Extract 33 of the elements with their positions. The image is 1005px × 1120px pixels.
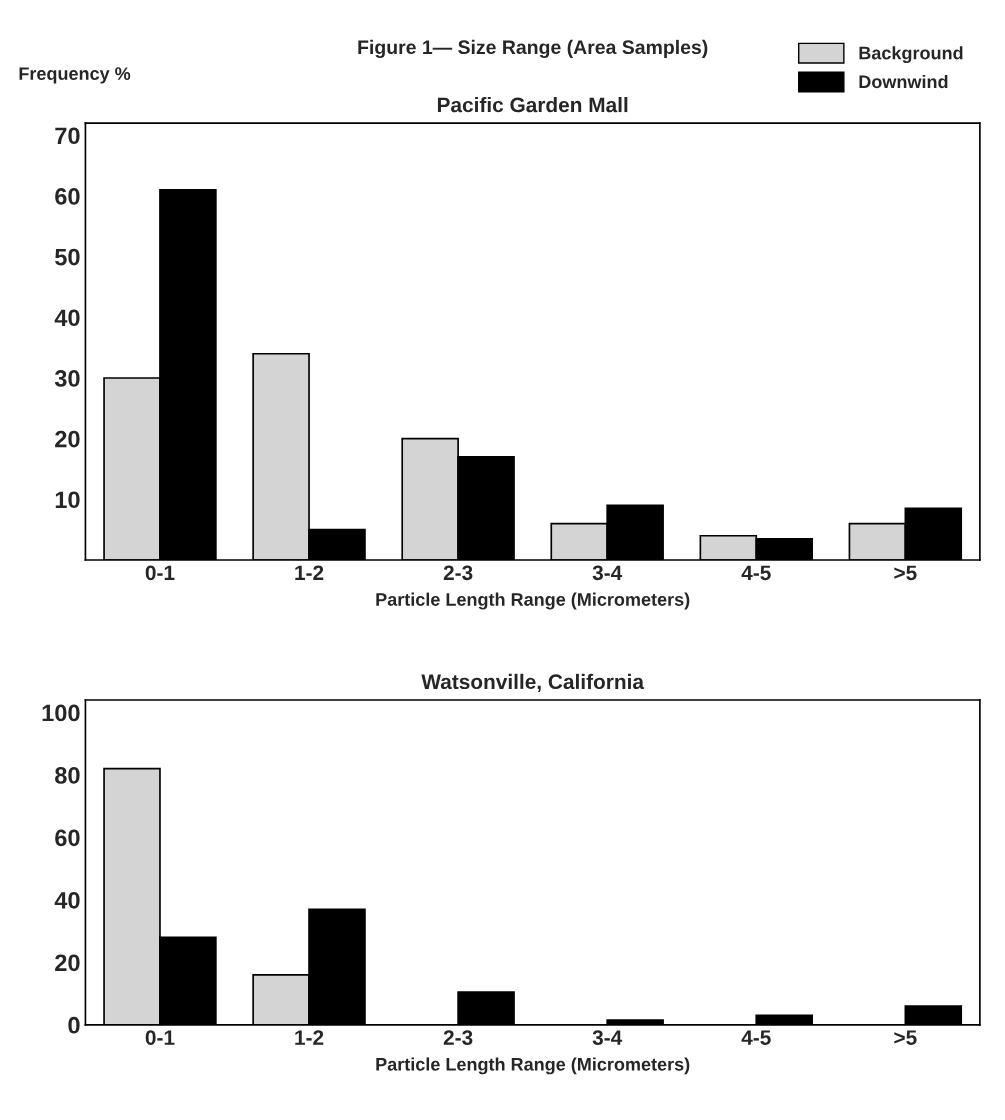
y-tick-label: 100 bbox=[42, 704, 80, 722]
y-tick-label: 20 bbox=[55, 954, 80, 972]
x-tick-label: 1-2 bbox=[295, 565, 324, 580]
y-tick-label: 60 bbox=[55, 829, 80, 847]
x-tick-label: >5 bbox=[894, 565, 917, 581]
caption: Figure 1— Size Range (Area Samples) bbox=[358, 39, 708, 59]
chart-title: Watsonville, California bbox=[421, 673, 645, 693]
x-tick-label: 1-2 bbox=[295, 1030, 324, 1045]
x-tick-label: 0-1 bbox=[145, 565, 175, 581]
legend-label: Downwind bbox=[859, 74, 948, 89]
chart-title: Pacific Garden Mall bbox=[437, 96, 628, 113]
x-axis-title: Particle Length Range (Micrometers) bbox=[376, 592, 690, 610]
legend-label: Background bbox=[859, 46, 963, 64]
y-tick-label: 80 bbox=[55, 767, 80, 784]
y-tick-label: 40 bbox=[54, 309, 80, 327]
x-tick-label: 4-5 bbox=[741, 1030, 771, 1045]
x-tick-label: 0-1 bbox=[145, 1030, 175, 1045]
x-tick-label: 2-3 bbox=[443, 565, 473, 581]
y-tick-label: 30 bbox=[54, 370, 80, 387]
y-tick-label: 20 bbox=[55, 430, 80, 448]
y-tick-label: 60 bbox=[55, 188, 80, 205]
x-tick-label: 4-5 bbox=[741, 565, 771, 581]
y-tick-label: 50 bbox=[55, 248, 80, 266]
y-tick-label: 10 bbox=[55, 491, 80, 509]
y-tick-label: 40 bbox=[54, 891, 80, 909]
y-axis-title: Frequency % bbox=[19, 67, 131, 84]
x-tick-label: >5 bbox=[894, 1030, 917, 1045]
x-tick-label: 2-3 bbox=[443, 1030, 473, 1045]
x-axis-title: Particle Length Range (Micrometers) bbox=[376, 1057, 690, 1075]
y-tick-label: 70 bbox=[55, 127, 80, 145]
x-tick-label: 3-4 bbox=[592, 565, 623, 581]
x-tick-label: 3-4 bbox=[592, 1030, 623, 1045]
y-tick-label: 0 bbox=[68, 1016, 80, 1034]
